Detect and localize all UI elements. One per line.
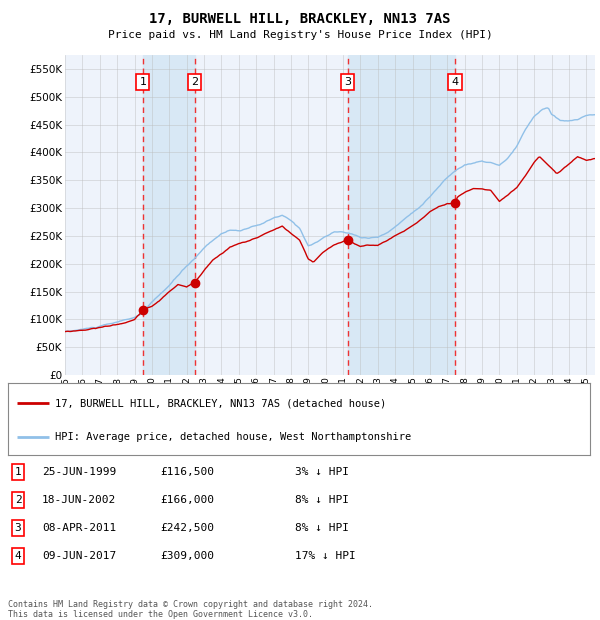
Text: 17, BURWELL HILL, BRACKLEY, NN13 7AS (detached house): 17, BURWELL HILL, BRACKLEY, NN13 7AS (de… [55, 398, 386, 408]
Text: 2: 2 [14, 495, 22, 505]
Text: 08-APR-2011: 08-APR-2011 [42, 523, 116, 533]
Text: 17% ↓ HPI: 17% ↓ HPI [295, 551, 356, 561]
Text: HPI: Average price, detached house, West Northamptonshire: HPI: Average price, detached house, West… [55, 432, 411, 442]
Text: 8% ↓ HPI: 8% ↓ HPI [295, 523, 349, 533]
Text: Contains HM Land Registry data © Crown copyright and database right 2024.: Contains HM Land Registry data © Crown c… [8, 600, 373, 609]
Text: 1: 1 [14, 467, 22, 477]
Bar [348, 55, 455, 375]
Text: £116,500: £116,500 [160, 467, 214, 477]
Text: Price paid vs. HM Land Registry's House Price Index (HPI): Price paid vs. HM Land Registry's House … [107, 30, 493, 40]
Text: £309,000: £309,000 [160, 551, 214, 561]
Text: This data is licensed under the Open Government Licence v3.0.: This data is licensed under the Open Gov… [8, 610, 313, 619]
Text: 2: 2 [191, 78, 198, 87]
Text: 8% ↓ HPI: 8% ↓ HPI [295, 495, 349, 505]
Text: £242,500: £242,500 [160, 523, 214, 533]
Text: 25-JUN-1999: 25-JUN-1999 [42, 467, 116, 477]
Text: 18-JUN-2002: 18-JUN-2002 [42, 495, 116, 505]
Text: 3: 3 [14, 523, 22, 533]
Text: 17, BURWELL HILL, BRACKLEY, NN13 7AS: 17, BURWELL HILL, BRACKLEY, NN13 7AS [149, 12, 451, 26]
Text: 09-JUN-2017: 09-JUN-2017 [42, 551, 116, 561]
Text: 3% ↓ HPI: 3% ↓ HPI [295, 467, 349, 477]
Text: £166,000: £166,000 [160, 495, 214, 505]
Bar [143, 55, 194, 375]
Text: 1: 1 [139, 78, 146, 87]
Text: 4: 4 [451, 78, 458, 87]
Text: 4: 4 [14, 551, 22, 561]
Text: 3: 3 [344, 78, 351, 87]
